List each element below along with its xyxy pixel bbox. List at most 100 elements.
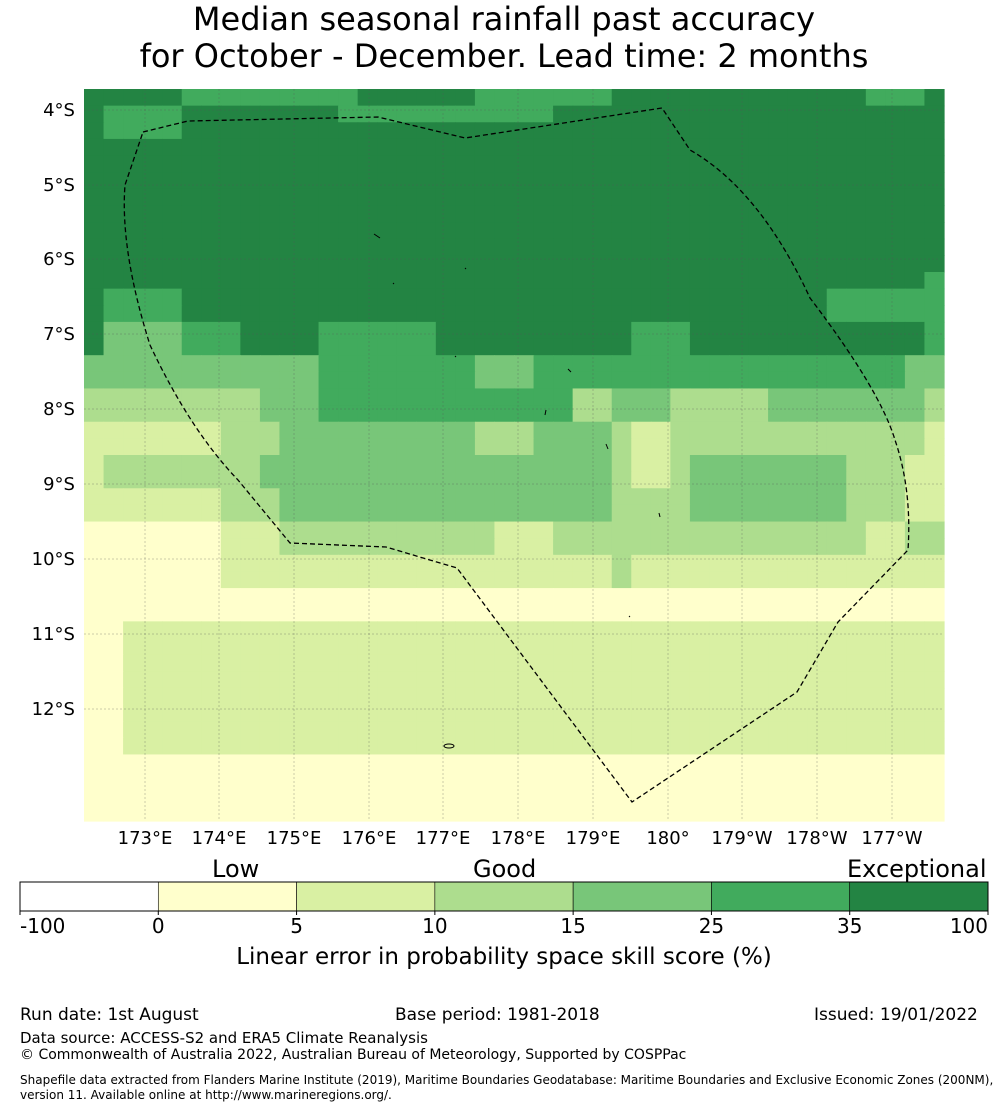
grid-cell — [396, 704, 417, 722]
grid-cell — [142, 737, 163, 756]
grid-cell — [338, 538, 359, 556]
grid-cell — [435, 405, 456, 423]
grid-cell — [885, 471, 906, 489]
grid-cell — [768, 89, 789, 107]
grid-cell — [846, 455, 867, 473]
grid-cell — [299, 205, 320, 223]
grid-cell — [865, 455, 886, 473]
grid-cell — [748, 571, 769, 589]
grid-cell — [768, 771, 789, 789]
grid-cell — [846, 421, 867, 439]
grid-cell — [553, 737, 574, 756]
grid-cell — [201, 272, 222, 290]
grid-cell — [416, 105, 437, 123]
grid-cell — [455, 687, 476, 706]
grid-cell — [553, 89, 574, 107]
grid-cell — [474, 421, 496, 439]
grid-cell — [162, 438, 183, 456]
grid-cell — [240, 804, 261, 822]
grid-cell — [494, 288, 515, 306]
grid-cell — [357, 754, 378, 772]
grid-cell — [259, 804, 281, 822]
grid-cell — [455, 771, 476, 789]
grid-cell — [123, 754, 144, 772]
grid-cell — [162, 787, 183, 805]
grid-cell — [455, 371, 476, 390]
grid-cell — [787, 338, 808, 356]
grid-cell — [514, 388, 535, 406]
longitude-label: 178°E — [491, 828, 546, 849]
grid-cell — [181, 89, 202, 107]
grid-cell — [670, 255, 691, 273]
grid-cell — [357, 588, 378, 606]
grid-cell — [435, 371, 456, 390]
grid-cell — [181, 737, 202, 756]
grid-cell — [807, 438, 828, 456]
grid-cell — [84, 554, 105, 573]
grid-cell — [670, 405, 691, 423]
grid-cell — [142, 721, 163, 739]
grid-cell — [787, 455, 808, 473]
grid-cell — [650, 488, 671, 506]
grid-cell — [357, 138, 378, 157]
grid-cell — [807, 138, 828, 157]
grid-cell — [474, 305, 496, 323]
grid-cell — [377, 238, 398, 256]
grid-cell — [689, 355, 711, 373]
grid-cell — [553, 188, 574, 207]
grid-cell — [279, 554, 300, 573]
grid-cell — [865, 122, 886, 140]
grid-cell — [572, 504, 593, 523]
grid-cell — [768, 721, 789, 739]
grid-cell — [904, 255, 926, 273]
grid-cell — [220, 604, 241, 622]
grid-cell — [885, 654, 906, 672]
grid-cell — [455, 155, 476, 173]
grid-cell — [338, 588, 359, 606]
grid-cell — [377, 754, 398, 772]
grid-cell — [84, 388, 105, 406]
grid-cell — [611, 272, 632, 290]
grid-cell — [592, 521, 613, 539]
grid-cell — [611, 721, 632, 739]
grid-cell — [357, 421, 378, 439]
grid-cell — [611, 438, 632, 456]
grid-cell — [865, 604, 886, 622]
grid-cell — [553, 588, 574, 606]
grid-cell — [201, 521, 222, 539]
grid-cell — [787, 238, 808, 256]
grid-cell — [259, 405, 281, 423]
grid-cell — [670, 321, 691, 340]
colorbar-segment — [849, 881, 989, 912]
grid-cell — [631, 122, 652, 140]
grid-cell — [768, 737, 789, 756]
grid-cell — [631, 338, 652, 356]
grid-cell — [572, 272, 593, 290]
grid-cell — [201, 704, 222, 722]
grid-cell — [357, 687, 378, 706]
grid-cell — [631, 588, 652, 606]
grid-cell — [904, 288, 926, 306]
grid-cell — [846, 172, 867, 190]
grid-cell — [572, 89, 593, 107]
grid-cell — [631, 89, 652, 107]
grid-cell — [924, 604, 945, 622]
grid-cell — [279, 671, 300, 689]
grid-cell — [885, 704, 906, 722]
grid-cell — [826, 638, 847, 656]
grid-cell — [729, 188, 750, 207]
grid-cell — [768, 638, 789, 656]
grid-cell — [650, 338, 671, 356]
grid-cell — [592, 255, 613, 273]
grid-cell — [807, 205, 828, 223]
grid-cell — [807, 638, 828, 656]
grid-cell — [514, 371, 535, 390]
grid-cell — [514, 588, 535, 606]
grid-cell — [709, 754, 730, 772]
grid-cell — [455, 538, 476, 556]
grid-cell — [474, 105, 496, 123]
grid-cell — [201, 371, 222, 390]
grid-cell — [729, 421, 750, 439]
grid-cell — [748, 138, 769, 157]
grid-cell — [689, 621, 711, 639]
